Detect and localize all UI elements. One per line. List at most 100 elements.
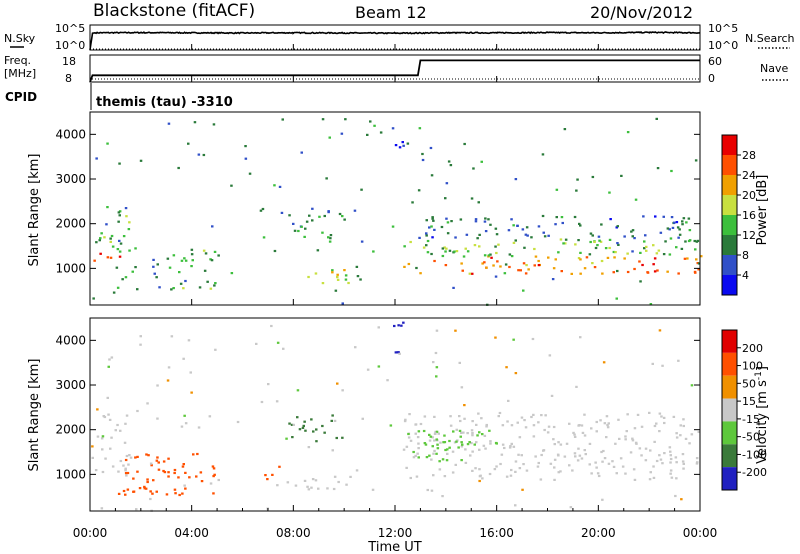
scatter-cell [255, 342, 258, 345]
scatter-cell [552, 425, 556, 429]
colorbar-tick-label: -15 [742, 413, 760, 426]
scatter-cell [230, 272, 234, 275]
scatter-cell [110, 356, 114, 359]
scatter-cell [200, 480, 204, 483]
scatter-cell [305, 220, 309, 223]
scatter-cell [372, 250, 375, 253]
scatter-cell [643, 240, 646, 243]
scatter-cell [441, 495, 444, 498]
scatter-cell [677, 359, 680, 362]
scatter-cell [92, 297, 95, 300]
scatter-cell [336, 382, 339, 385]
scatter-cell [341, 436, 344, 439]
scatter-cell [662, 215, 665, 218]
scatter-cell [111, 465, 115, 468]
scatter-cell [579, 272, 582, 275]
scatter-cell [136, 409, 139, 413]
scatter-cell [123, 441, 127, 444]
scatter-cell [398, 146, 402, 149]
scatter-cell [167, 122, 171, 125]
noise-right-tick-bottom: 10^0 [708, 39, 738, 52]
colorbar-tick-label: 20 [742, 189, 756, 202]
scatter-cell [661, 462, 664, 465]
scatter-cell [517, 269, 520, 272]
scatter-cell [162, 469, 165, 473]
scatter-cell [563, 128, 567, 131]
scatter-cell [452, 286, 455, 289]
scatter-cell [551, 278, 555, 281]
scatter-cell [471, 469, 474, 472]
scatter-cell [100, 507, 104, 510]
scatter-cell [524, 272, 528, 275]
scatter-cell [127, 463, 130, 466]
colorbar-segment [722, 421, 737, 445]
scatter-cell [281, 118, 284, 121]
scatter-cell [539, 478, 543, 481]
scatter-cell [523, 419, 526, 422]
scatter-cell [400, 324, 403, 327]
scatter-cell [653, 270, 657, 273]
scatter-cell [580, 457, 584, 460]
scatter-cell [470, 442, 473, 445]
scatter-cell [121, 278, 124, 281]
scatter-cell [631, 250, 634, 253]
scatter-cell [182, 463, 185, 466]
scatter-cell [333, 419, 337, 422]
scatter-cell [543, 428, 546, 432]
scatter-cell [599, 240, 603, 243]
scatter-cell [508, 446, 512, 449]
power-heatmap [92, 117, 703, 306]
scatter-cell [310, 486, 313, 489]
scatter-cell [314, 272, 318, 275]
scatter-cell [478, 431, 481, 434]
scatter-cell [109, 237, 112, 240]
scatter-cell [580, 424, 584, 427]
scatter-cell [190, 265, 193, 268]
scatter-cell [530, 415, 533, 419]
scatter-cell [527, 268, 530, 271]
scatter-cell [560, 270, 563, 273]
scatter-cell [525, 226, 529, 229]
scatter-cell [464, 461, 468, 464]
scatter-cell [411, 201, 414, 204]
scatter-cell [464, 247, 467, 250]
scatter-cell [639, 251, 642, 254]
scatter-cell [439, 441, 442, 444]
scatter-cell [170, 288, 173, 291]
scatter-cell [136, 288, 139, 291]
colorbar-segment [722, 255, 737, 275]
scatter-cell [472, 167, 475, 170]
scatter-cell [149, 497, 152, 501]
scatter-cell [589, 232, 593, 235]
scatter-cell [117, 492, 121, 495]
scatter-cell [444, 250, 447, 253]
scatter-cell [190, 248, 194, 251]
scatter-cell [178, 493, 181, 497]
scatter-cell [652, 465, 655, 468]
scatter-cell [344, 278, 348, 281]
scatter-cell [510, 218, 513, 221]
scatter-cell [391, 225, 395, 228]
scatter-cell [155, 276, 158, 279]
scatter-cell [612, 465, 616, 468]
scatter-cell [173, 488, 177, 491]
scatter-cell [402, 321, 405, 324]
scatter-cell [649, 449, 652, 452]
scatter-cell [94, 469, 98, 472]
scatter-cell [504, 263, 508, 266]
scatter-cell [609, 218, 612, 221]
scatter-cell [190, 391, 193, 394]
scatter-cell [540, 453, 543, 457]
scatter-cell [685, 221, 688, 224]
scatter-cell [335, 436, 338, 440]
scatter-cell [451, 471, 455, 474]
scatter-cell [443, 475, 447, 478]
scatter-cell [574, 455, 577, 458]
scatter-cell [428, 433, 431, 436]
scatter-cell [469, 454, 472, 457]
scatter-cell [675, 477, 678, 480]
scatter-cell [583, 434, 587, 437]
scatter-cell [516, 224, 519, 227]
scatter-cell [332, 487, 336, 491]
scatter-cell [501, 424, 505, 427]
